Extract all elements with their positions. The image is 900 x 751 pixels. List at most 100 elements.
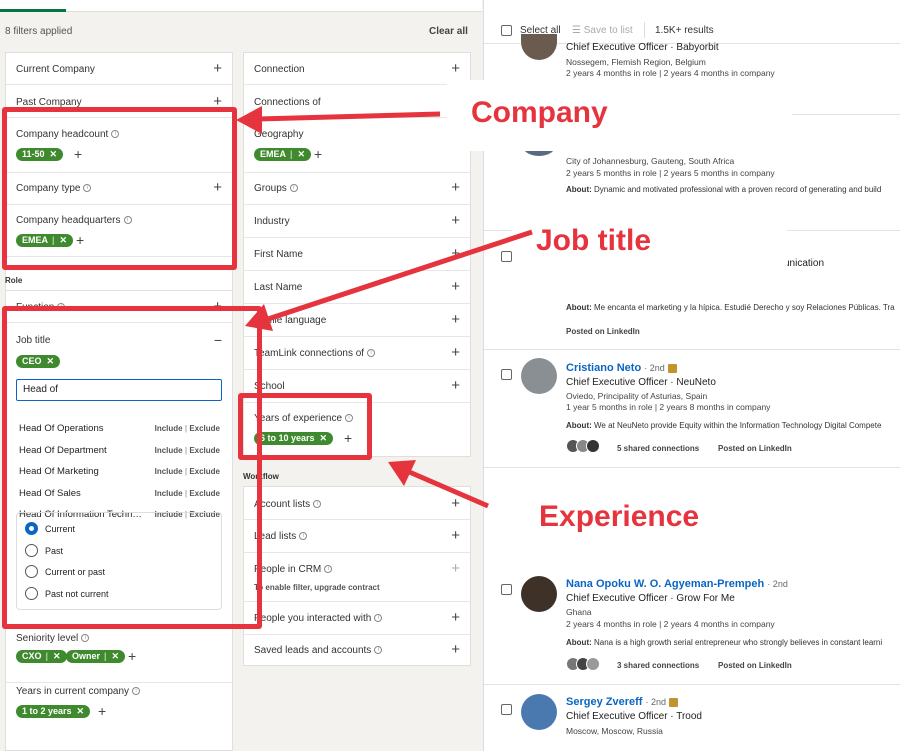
result-checkbox[interactable]: [501, 369, 512, 380]
include-button[interactable]: Include: [154, 488, 183, 498]
plus-icon[interactable]: +: [451, 609, 460, 626]
filter-teamlink[interactable]: TeamLink connections of i +: [244, 337, 470, 370]
avatar[interactable]: [521, 576, 557, 612]
exclude-button[interactable]: Exclude: [189, 467, 220, 476]
result-name[interactable]: Sergey Zvereff · 2nd: [566, 696, 679, 708]
filter-last-name[interactable]: Last Name +: [244, 271, 470, 304]
plus-icon[interactable]: +: [451, 212, 460, 229]
plus-icon[interactable]: +: [451, 179, 460, 196]
radio-button[interactable]: [25, 565, 38, 578]
select-all-checkbox[interactable]: [501, 25, 512, 36]
result-name[interactable]: Cristiano Neto · 2nd: [566, 362, 677, 374]
save-to-list-button[interactable]: ☰ Save to list: [572, 25, 633, 36]
plus-icon[interactable]: +: [213, 60, 222, 77]
plus-icon[interactable]: +: [451, 60, 460, 77]
job-title-suggestion[interactable]: Head Of Operations Include | Exclude: [19, 423, 220, 434]
filter-label: Profile language: [254, 315, 327, 326]
include-button[interactable]: Include: [154, 424, 183, 433]
remove-icon[interactable]: ✕: [49, 149, 58, 159]
plus-icon[interactable]: +: [451, 278, 460, 295]
plus-icon[interactable]: +: [76, 232, 85, 248]
filter-groups[interactable]: Groups i +: [244, 173, 470, 205]
job-title-suggestion[interactable]: Head Of Marketing Include | Exclude: [19, 466, 220, 477]
plus-icon: +: [451, 560, 460, 577]
result-checkbox[interactable]: [501, 704, 512, 715]
filter-people-interacted[interactable]: People you interacted with i +: [244, 602, 470, 635]
exclude-button[interactable]: Exclude: [189, 445, 220, 455]
plus-icon[interactable]: +: [98, 703, 107, 719]
shared-connections[interactable]: 3 shared connections: [617, 661, 700, 670]
filter-connection[interactable]: Connection +: [244, 53, 470, 85]
include-button[interactable]: Include: [154, 467, 183, 476]
remove-icon[interactable]: ✕: [319, 433, 328, 443]
geography-chip[interactable]: EMEA | ✕: [254, 148, 312, 161]
plus-icon[interactable]: +: [213, 93, 222, 110]
filter-company-headquarters[interactable]: Company headquarters i EMEA | ✕ +: [6, 205, 232, 257]
plus-icon[interactable]: +: [451, 245, 460, 262]
filter-seniority-level[interactable]: Seniority level i CXO | ✕ Owner | ✕ +: [6, 629, 232, 683]
filter-past-company[interactable]: Past Company +: [6, 85, 232, 118]
remove-icon[interactable]: ✕: [111, 651, 120, 661]
remove-icon[interactable]: ✕: [297, 149, 306, 159]
job-title-suggestion[interactable]: Head Of Department Include | Exclude: [19, 444, 220, 456]
plus-icon[interactable]: +: [451, 641, 460, 658]
remove-icon[interactable]: ✕: [53, 651, 61, 661]
plus-icon[interactable]: +: [451, 344, 460, 361]
years-company-chip[interactable]: 1 to 2 years ✕: [16, 705, 91, 718]
filter-years-in-company[interactable]: Years in current company i 1 to 2 years ✕ …: [6, 683, 232, 751]
radio-button[interactable]: [25, 586, 38, 600]
result-name[interactable]: Nana Opoku W. O. Agyeman-Prempeh · 2nd: [566, 578, 788, 590]
hq-chip[interactable]: EMEA | ✕: [16, 234, 74, 247]
filter-saved-leads[interactable]: Saved leads and accounts i +: [244, 635, 470, 667]
company-callout: Company: [447, 80, 792, 151]
seniority-chip[interactable]: Owner | ✕: [66, 650, 126, 663]
arrowhead-icon: [388, 460, 416, 486]
radio-button[interactable]: [25, 543, 38, 557]
plus-icon[interactable]: +: [451, 527, 460, 544]
headcount-chip[interactable]: 11-50 ✕: [16, 148, 64, 161]
plus-icon[interactable]: +: [314, 146, 323, 162]
plus-icon[interactable]: +: [74, 146, 83, 162]
filter-geography[interactable]: Geography + EMEA|✕ +: [244, 118, 470, 173]
filter-company-type[interactable]: Company type i +: [6, 173, 232, 205]
job-title-suggestion[interactable]: Head Of Information Techn… Include | Excl…: [19, 509, 220, 520]
plus-icon[interactable]: +: [213, 179, 222, 196]
avatar[interactable]: [521, 358, 557, 394]
remove-icon[interactable]: ✕: [59, 235, 68, 245]
minus-icon[interactable]: −: [213, 332, 222, 348]
result-checkbox[interactable]: [501, 584, 512, 595]
shared-connections[interactable]: 5 shared connections: [617, 444, 700, 453]
filter-years-experience[interactable]: Years of experience i 6 to 10 years ✕ +: [244, 403, 470, 458]
job-title-suggestion[interactable]: Head Of Sales Include | Exclude: [19, 487, 220, 499]
filter-account-lists[interactable]: Account lists i +: [244, 487, 470, 520]
result-checkbox[interactable]: [501, 251, 512, 262]
exclude-button[interactable]: Exclude: [189, 488, 220, 498]
experience-chip[interactable]: 6 to 10 years ✕: [254, 432, 334, 445]
filter-label: TeamLink connections of: [254, 348, 365, 359]
job-title-search-input[interactable]: Head of: [16, 379, 222, 401]
filter-first-name[interactable]: First Name +: [244, 238, 470, 271]
remove-icon[interactable]: ✕: [46, 356, 55, 366]
filter-profile-language[interactable]: Profile language +: [244, 304, 470, 337]
avatar[interactable]: [521, 694, 557, 730]
exclude-button[interactable]: Exclude: [189, 424, 220, 433]
remove-icon[interactable]: ✕: [76, 706, 85, 716]
seniority-chip[interactable]: CXO | ✕: [16, 650, 67, 663]
exclude-button[interactable]: Exclude: [189, 510, 220, 519]
plus-icon[interactable]: +: [451, 311, 460, 328]
include-button[interactable]: Include: [154, 510, 183, 519]
plus-icon[interactable]: +: [451, 495, 460, 512]
filter-lead-lists[interactable]: Lead lists i +: [244, 520, 470, 553]
filter-job-title[interactable]: Job title − CEO ✕ Head of Head Of Operati…: [6, 323, 232, 629]
filter-industry[interactable]: Industry +: [244, 205, 470, 238]
plus-icon[interactable]: +: [451, 377, 460, 394]
plus-icon[interactable]: +: [344, 430, 353, 446]
filter-company-headcount[interactable]: Company headcount i 11-50 ✕ +: [6, 118, 232, 173]
radio-button[interactable]: [25, 522, 38, 535]
include-button[interactable]: Include: [154, 445, 183, 455]
clear-all-button[interactable]: Clear all: [429, 26, 468, 37]
filter-current-company[interactable]: Current Company +: [6, 53, 232, 85]
plus-icon[interactable]: +: [128, 648, 137, 664]
filter-school[interactable]: School +: [244, 370, 470, 403]
job-title-chip[interactable]: CEO ✕: [16, 355, 61, 368]
